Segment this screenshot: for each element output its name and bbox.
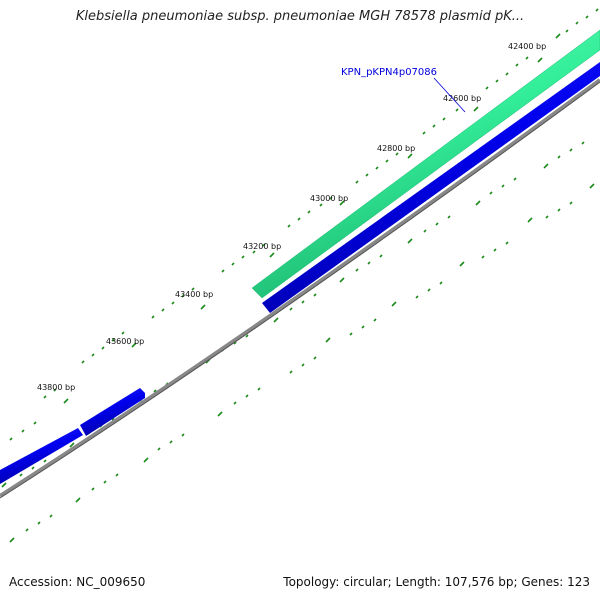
summary-text: Topology: circular; Length: 107,576 bp; … bbox=[283, 575, 590, 589]
accession-text: Accession: NC_009650 bbox=[9, 575, 146, 589]
tick-label: 43000 bp bbox=[310, 194, 348, 203]
gene-feature[interactable] bbox=[0, 428, 83, 484]
outer-ticks bbox=[9, 8, 599, 441]
gene-feature[interactable] bbox=[262, 62, 600, 313]
tick-labels: 42400 bp 42600 bp 42800 bp 43000 bp 4320… bbox=[37, 42, 546, 392]
tick-label: 43400 bp bbox=[175, 290, 213, 299]
map-title: Klebsiella pneumoniae subsp. pneumoniae … bbox=[75, 9, 525, 24]
tick-label: 42400 bp bbox=[508, 42, 546, 51]
tick-label: 43600 bp bbox=[106, 337, 144, 346]
gene-feature[interactable] bbox=[80, 388, 145, 436]
plasmid-backbone bbox=[0, 78, 600, 498]
tick-label: 42600 bp bbox=[443, 94, 481, 103]
highlighted-gene-feature[interactable] bbox=[251, 29, 600, 299]
tick-label: 43200 bp bbox=[243, 242, 281, 251]
tick-label: 43800 bp bbox=[37, 383, 75, 392]
inner-ticks bbox=[1, 141, 595, 543]
gene-label-leader bbox=[433, 77, 466, 113]
gene-label[interactable]: KPN_pKPN4p07086 bbox=[341, 67, 437, 78]
tick-label: 42800 bp bbox=[377, 144, 415, 153]
